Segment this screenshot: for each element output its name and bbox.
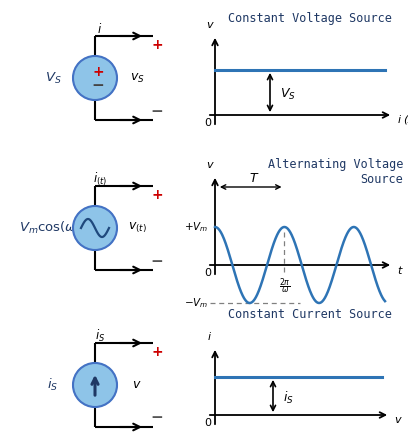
Text: $T$: $T$: [249, 173, 260, 186]
Text: $v_{(t)}$: $v_{(t)}$: [128, 221, 146, 235]
Text: $v$: $v$: [206, 20, 214, 30]
Text: $\frac{2\pi}{\omega}$: $\frac{2\pi}{\omega}$: [279, 277, 290, 297]
Text: +: +: [151, 38, 163, 52]
Text: −: −: [92, 77, 104, 93]
Text: +: +: [151, 188, 163, 202]
Text: Constant Voltage Source: Constant Voltage Source: [228, 12, 392, 25]
Text: $i_{(t)}$: $i_{(t)}$: [93, 170, 107, 188]
Text: $V_m\cos(\omega t)$: $V_m\cos(\omega t)$: [19, 220, 87, 236]
Text: Alternating Voltage
Source: Alternating Voltage Source: [268, 158, 403, 186]
Text: −: −: [151, 410, 163, 426]
Text: Constant Current Source: Constant Current Source: [228, 308, 392, 321]
Text: $v$: $v$: [132, 379, 142, 392]
Text: −: −: [151, 253, 163, 269]
Text: $i$ (A): $i$ (A): [397, 114, 408, 127]
Text: $v$: $v$: [394, 415, 403, 425]
Text: $v$: $v$: [206, 160, 214, 170]
Text: $i_S$: $i_S$: [47, 377, 59, 393]
Text: 0: 0: [204, 418, 211, 428]
Text: $t$: $t$: [397, 264, 404, 276]
Text: −: −: [151, 104, 163, 118]
Text: $V_S$: $V_S$: [45, 71, 61, 85]
Text: $i$: $i$: [98, 22, 102, 36]
Text: +: +: [92, 65, 104, 79]
Circle shape: [73, 363, 117, 407]
Circle shape: [73, 206, 117, 250]
Text: $-V_m$: $-V_m$: [184, 296, 208, 310]
Text: 0: 0: [204, 268, 211, 278]
Text: 0: 0: [204, 118, 211, 128]
Circle shape: [73, 56, 117, 100]
Text: $i_S$: $i_S$: [283, 390, 294, 406]
Text: $v_S$: $v_S$: [130, 72, 144, 84]
Text: +: +: [151, 345, 163, 359]
Text: $i$: $i$: [208, 330, 213, 342]
Text: $+V_m$: $+V_m$: [184, 220, 208, 234]
Text: $V_S$: $V_S$: [280, 86, 296, 101]
Text: $i_S$: $i_S$: [95, 328, 105, 344]
